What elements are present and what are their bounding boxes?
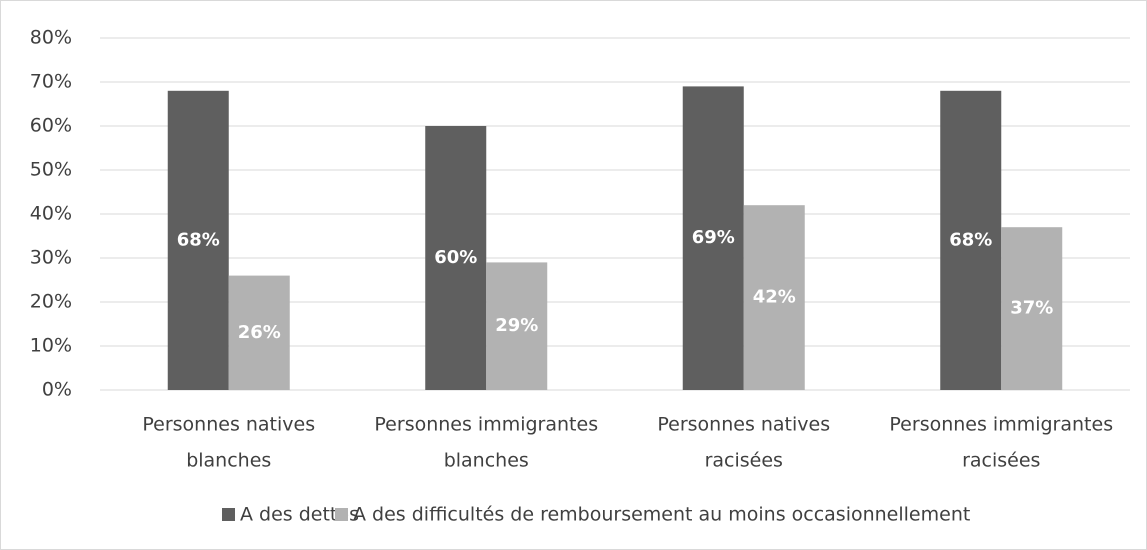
y-tick-label: 10% [30,335,72,357]
bar [743,205,805,390]
data-label: 42% [753,287,796,308]
legend-label: A des difficultés de remboursement au mo… [353,504,970,526]
bar [940,90,1002,391]
data-label: 26% [238,322,281,343]
bar [486,262,548,390]
y-tick-label: 50% [30,159,72,181]
bar [682,86,744,391]
x-tick-label: blanches [186,450,271,472]
legend-label: A des dettes [240,504,359,526]
y-tick-label: 0% [42,379,72,401]
data-label: 37% [1010,298,1053,319]
bar [167,90,229,391]
legend-swatch [335,508,348,521]
x-tick-label: Personnes immigrantes [374,414,598,436]
x-tick-label: Personnes natives [142,414,315,436]
y-tick-label: 80% [30,27,72,49]
y-tick-label: 70% [30,71,72,93]
data-label: 68% [949,229,992,250]
x-tick-label: Personnes natives [657,414,830,436]
data-label: 60% [434,247,477,268]
legend-swatch [222,508,235,521]
bar [228,275,290,390]
bar [1001,227,1063,390]
y-tick-label: 60% [30,115,72,137]
x-tick-label: racisées [705,450,783,472]
x-tick-label: racisées [962,450,1040,472]
data-label: 68% [177,229,220,250]
bar [425,126,487,390]
y-tick-label: 30% [30,247,72,269]
data-label: 69% [692,227,735,248]
y-tick-label: 40% [30,203,72,225]
y-tick-label: 20% [30,291,72,313]
data-label: 29% [495,315,538,336]
x-tick-label: Personnes immigrantes [889,414,1113,436]
x-tick-label: blanches [444,450,529,472]
